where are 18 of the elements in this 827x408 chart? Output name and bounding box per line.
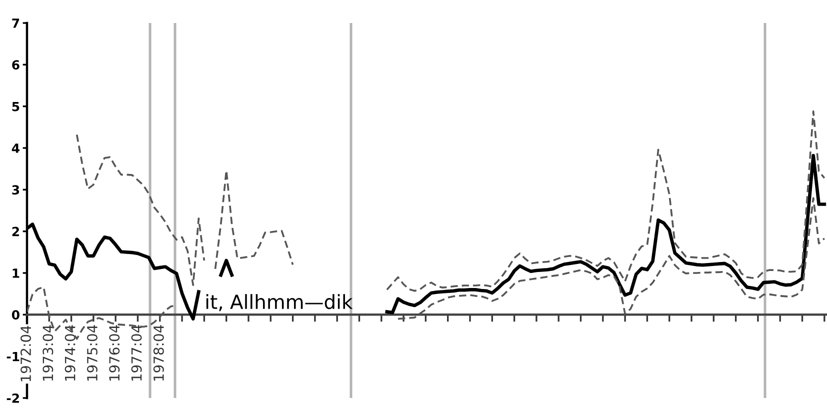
y-tick-label: 6 (12, 60, 20, 70)
x-tick-label: 1977:04 (131, 325, 142, 381)
x-tick-label: 1976:04 (109, 325, 120, 381)
y-tick-label: 0 (12, 310, 20, 320)
y-tick-label: 1 (12, 268, 20, 278)
x-tick-label: 1974:04 (64, 325, 76, 381)
y-tick-label: 2 (12, 226, 19, 236)
x-tick-label: 1973:04 (42, 325, 54, 381)
y-tick-label: 3 (12, 185, 20, 195)
y-tick-label: 4 (12, 144, 20, 153)
x-tick-label: 1972:04 (20, 326, 32, 382)
y-tick-label: -1 (6, 352, 20, 362)
x-tick-label: 1978:04 (153, 325, 164, 381)
x-tick-label: 1975:04 (86, 325, 98, 381)
y-tick-label: 7 (12, 18, 20, 28)
y-tick-label: -2 (6, 393, 19, 403)
annotation: it, Allhmm—dik (206, 294, 353, 312)
y-tick-label: 5 (12, 102, 20, 112)
